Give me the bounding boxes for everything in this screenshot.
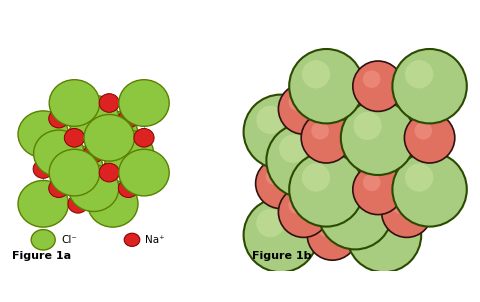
Ellipse shape (87, 111, 138, 158)
Circle shape (369, 168, 386, 185)
Ellipse shape (49, 80, 100, 126)
Text: Na⁺: Na⁺ (145, 235, 165, 245)
Ellipse shape (103, 130, 154, 177)
Circle shape (278, 84, 329, 134)
Circle shape (244, 95, 318, 169)
Circle shape (415, 122, 432, 140)
Ellipse shape (34, 130, 84, 177)
Circle shape (307, 210, 358, 260)
Circle shape (382, 135, 410, 163)
Circle shape (330, 135, 380, 186)
Ellipse shape (49, 109, 69, 128)
Circle shape (363, 70, 381, 88)
Text: Cl⁻: Cl⁻ (61, 235, 77, 245)
Circle shape (289, 49, 364, 124)
Circle shape (382, 84, 432, 134)
Ellipse shape (68, 95, 119, 142)
Circle shape (382, 187, 432, 237)
Ellipse shape (119, 80, 169, 126)
Circle shape (370, 124, 444, 198)
Ellipse shape (84, 114, 134, 161)
Ellipse shape (49, 149, 100, 196)
Circle shape (393, 49, 467, 124)
Ellipse shape (18, 181, 68, 227)
Circle shape (307, 107, 358, 157)
Circle shape (279, 135, 307, 163)
Ellipse shape (99, 163, 119, 182)
Circle shape (340, 145, 358, 162)
Circle shape (317, 219, 335, 237)
Circle shape (353, 164, 403, 215)
Text: Figure 1a: Figure 1a (12, 251, 71, 262)
Circle shape (266, 168, 283, 185)
Circle shape (405, 163, 433, 192)
Circle shape (311, 122, 329, 140)
Ellipse shape (84, 144, 104, 163)
Ellipse shape (68, 194, 88, 213)
Circle shape (392, 93, 409, 111)
Circle shape (318, 175, 392, 249)
Ellipse shape (118, 179, 138, 198)
Circle shape (347, 95, 421, 169)
Circle shape (302, 60, 330, 88)
Ellipse shape (68, 125, 88, 143)
Ellipse shape (103, 160, 123, 178)
Circle shape (347, 198, 421, 272)
Ellipse shape (99, 94, 119, 112)
Circle shape (353, 112, 382, 140)
Circle shape (404, 113, 455, 163)
Circle shape (317, 116, 335, 133)
Circle shape (353, 61, 403, 111)
Circle shape (318, 72, 392, 146)
Circle shape (289, 152, 364, 226)
Text: Figure 1b: Figure 1b (252, 251, 312, 262)
Ellipse shape (134, 128, 154, 147)
Ellipse shape (31, 230, 55, 250)
Ellipse shape (33, 160, 53, 178)
Circle shape (405, 60, 433, 88)
Circle shape (360, 106, 388, 134)
Circle shape (360, 209, 388, 237)
Circle shape (288, 93, 306, 111)
Circle shape (244, 198, 318, 272)
Circle shape (363, 174, 381, 191)
Circle shape (393, 152, 467, 226)
Circle shape (331, 83, 359, 111)
Circle shape (288, 196, 306, 214)
Ellipse shape (18, 111, 68, 158)
Circle shape (308, 157, 336, 186)
Circle shape (302, 163, 330, 192)
Circle shape (331, 186, 359, 214)
Circle shape (278, 187, 329, 237)
Circle shape (392, 196, 409, 214)
Ellipse shape (119, 149, 169, 196)
Ellipse shape (68, 165, 119, 211)
Ellipse shape (124, 233, 140, 246)
Ellipse shape (64, 128, 84, 147)
Circle shape (266, 124, 341, 198)
Ellipse shape (118, 109, 138, 128)
Circle shape (256, 209, 285, 237)
Circle shape (256, 158, 306, 209)
Ellipse shape (87, 181, 138, 227)
Circle shape (341, 101, 415, 175)
Circle shape (359, 158, 409, 209)
Circle shape (256, 106, 285, 134)
Circle shape (295, 146, 370, 220)
Circle shape (301, 113, 351, 163)
Ellipse shape (53, 146, 103, 192)
Ellipse shape (49, 179, 69, 198)
